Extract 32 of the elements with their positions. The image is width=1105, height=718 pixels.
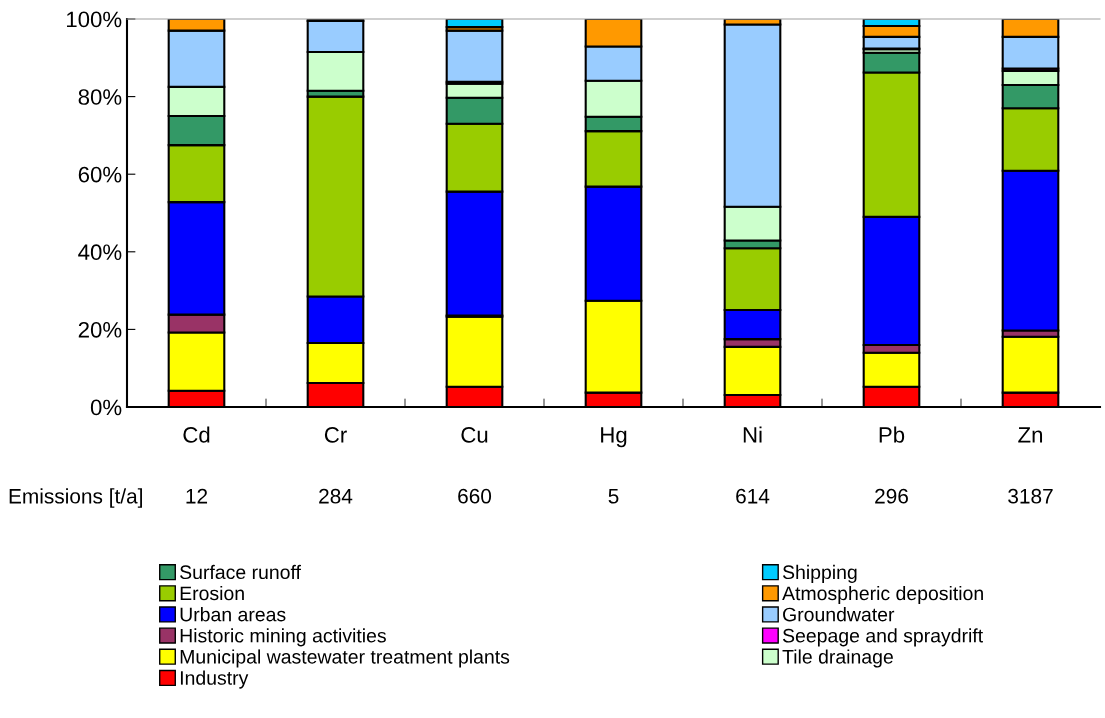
text: 614 <box>736 488 770 504</box>
legend-label: Seepage and spraydrift <box>782 628 983 647</box>
text: 660 <box>458 488 492 504</box>
text: 284 <box>319 488 353 504</box>
legend-label: Urban areas <box>180 607 286 622</box>
legend-label: Surface runoff <box>180 564 301 580</box>
legend-label: Shipping <box>782 564 857 583</box>
y-tick-label: 100% <box>67 11 122 28</box>
x-tick-label: Cd <box>183 426 210 443</box>
text: 12 <box>186 488 208 504</box>
x-tick-label: Zn <box>1018 427 1043 443</box>
x-tick-label: Cu <box>461 427 488 443</box>
text: Emissions [t/a] <box>9 488 142 508</box>
x-tick-label: Hg <box>601 427 627 448</box>
y-tick-label: 20% <box>78 321 122 338</box>
x-tick-label: Pb <box>879 426 905 443</box>
legend-label: Historic mining activities <box>180 628 386 647</box>
y-tick-label: 80% <box>78 89 122 105</box>
legend-label: Industry <box>180 670 249 689</box>
text: 3187 <box>1008 488 1053 504</box>
legend-label: Municipal wastewater treatment plants <box>180 649 510 668</box>
y-tick-label: 0% <box>90 399 122 416</box>
legend-label: Erosion <box>180 585 244 601</box>
y-tick-label: 40% <box>78 244 122 261</box>
legend-label: Tile drainage <box>782 649 893 668</box>
text: 296 <box>875 488 908 504</box>
legend-label: Atmospheric deposition <box>782 585 983 605</box>
x-tick-label: Ni <box>743 426 762 443</box>
text: 5 <box>608 489 619 504</box>
x-tick-label: Cr <box>324 427 347 443</box>
legend-label: Groundwater <box>783 607 895 622</box>
y-tick-label: 60% <box>78 166 122 183</box>
